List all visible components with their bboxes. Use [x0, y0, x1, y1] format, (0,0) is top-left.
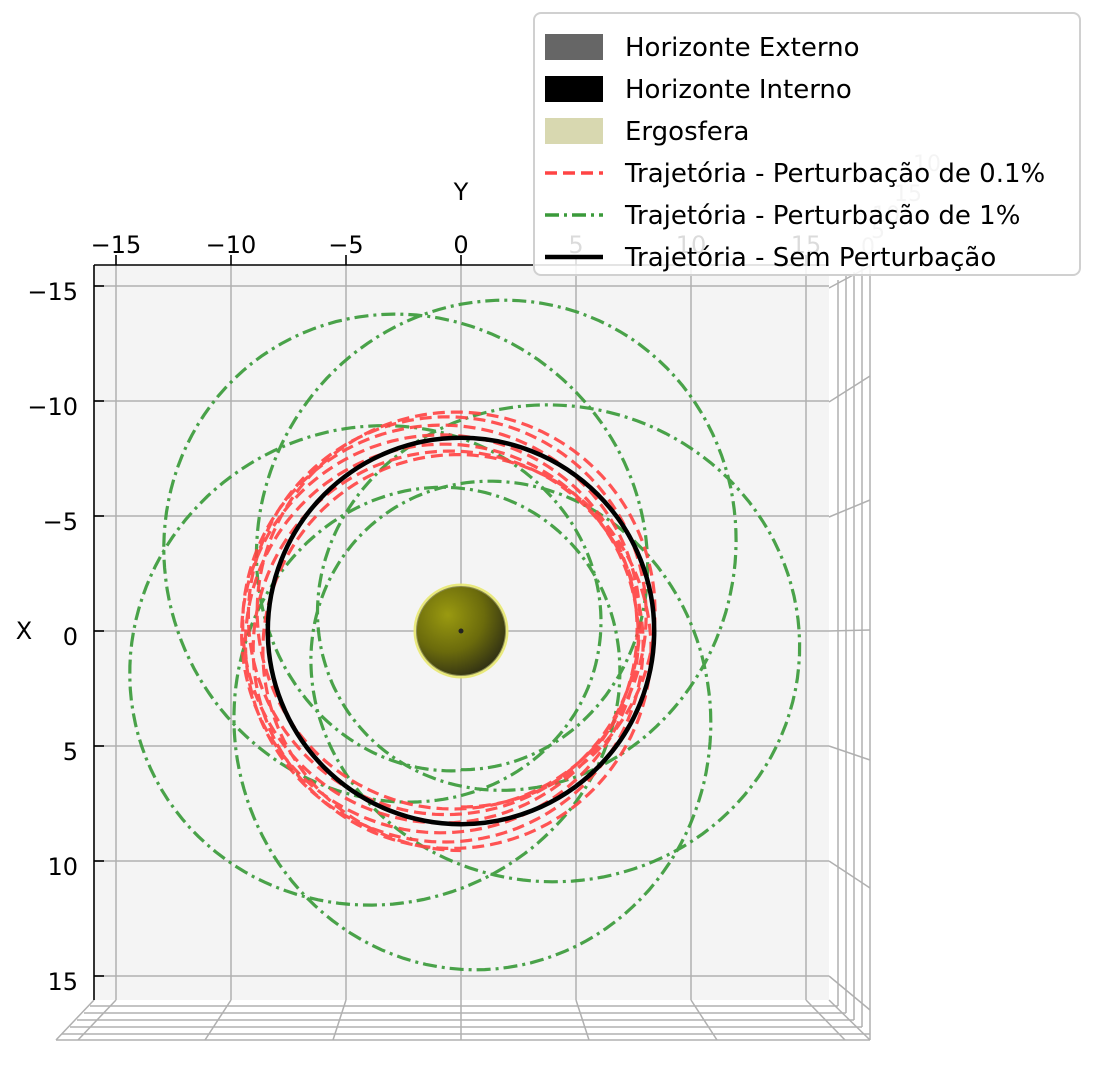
trajectory-no-perturbation	[265, 435, 657, 827]
dashdot-line-swatch	[545, 213, 603, 217]
y-tick-label: −15	[91, 231, 142, 259]
trajectory-perturbation-1pct	[128, 298, 802, 972]
legend-item-outer-horizon: Horizonte Externo	[545, 30, 1075, 66]
x-tick-label: 10	[47, 853, 78, 881]
legend-label: Trajetória - Perturbação de 0.1%	[625, 159, 1046, 189]
y-tick-label: −5	[328, 231, 363, 259]
x-tick-label: −15	[27, 278, 78, 306]
wall-line	[828, 629, 871, 632]
solid-line-swatch	[545, 254, 603, 260]
wall-line	[828, 499, 871, 518]
floor-perspective-lines	[55, 264, 871, 1041]
legend-label: Horizonte Externo	[625, 33, 860, 63]
legend-label: Ergosfera	[625, 117, 750, 147]
inner-horizon	[458, 628, 464, 634]
wall-line	[828, 975, 871, 1011]
legend-item-ergosphere: Ergosfera	[545, 114, 1075, 150]
outer-horizon-swatch	[545, 34, 603, 60]
legend: Horizonte Externo Horizonte Interno Ergo…	[533, 12, 1081, 276]
black-hole	[413, 583, 509, 679]
ergosphere-swatch	[545, 118, 603, 144]
legend-item-traj-01: Trajetória - Perturbação de 0.1%	[545, 156, 1075, 192]
x-tick-label: 15	[47, 968, 78, 996]
legend-label: Trajetória - Perturbação de 1%	[625, 201, 1021, 231]
dashed-line-swatch	[545, 171, 603, 175]
x-tick-label: 5	[63, 738, 78, 766]
legend-item-traj-none: Trajetória - Sem Perturbação	[545, 240, 1075, 276]
wall-line	[828, 860, 871, 889]
y-tick-label: −10	[206, 231, 257, 259]
x-tick-label: −10	[27, 393, 78, 421]
wall-line	[828, 745, 871, 761]
wall-line	[828, 375, 871, 403]
x-axis-label: X	[16, 617, 32, 645]
legend-item-traj-1: Trajetória - Perturbação de 1%	[545, 198, 1075, 234]
x-tick-label: −5	[43, 508, 78, 536]
y-axis-label: Y	[453, 178, 469, 206]
x-tick-label: 0	[63, 623, 78, 651]
legend-label: Horizonte Interno	[625, 75, 852, 105]
y-tick-label: 0	[453, 231, 468, 259]
legend-label: Trajetória - Sem Perturbação	[625, 243, 997, 273]
legend-item-inner-horizon: Horizonte Interno	[545, 72, 1075, 108]
trajectories	[128, 298, 802, 972]
inner-horizon-swatch	[545, 76, 603, 102]
